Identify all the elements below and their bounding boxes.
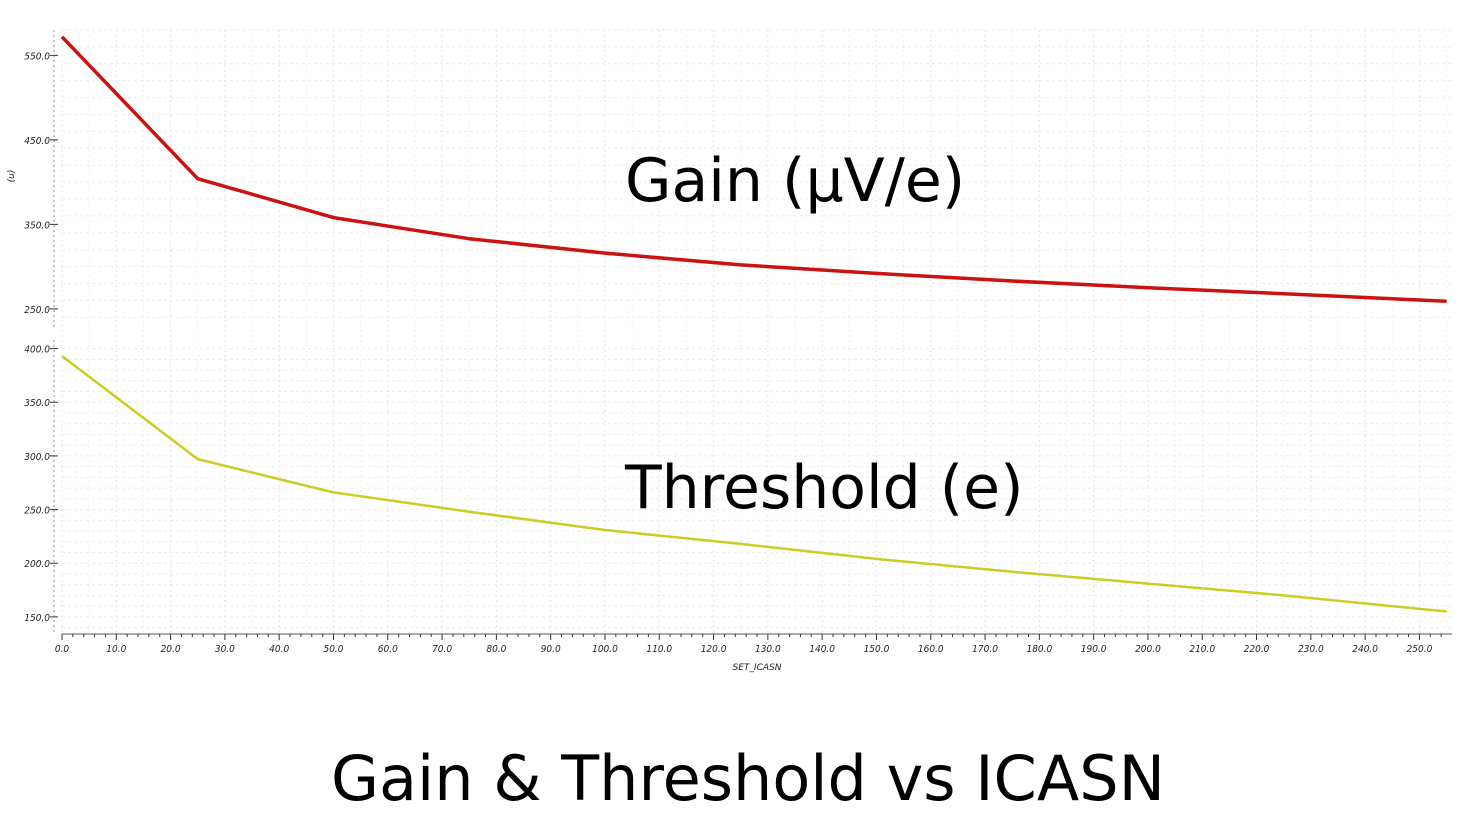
x-axis-title: SET_ICASN xyxy=(733,663,782,673)
x-tick-label: 50.0 xyxy=(323,644,343,655)
y-tick-label: 250.0 xyxy=(24,506,50,517)
x-tick-label: 170.0 xyxy=(972,644,998,655)
x-tick-label: 60.0 xyxy=(378,644,398,655)
x-tick-label: 240.0 xyxy=(1352,644,1378,655)
x-tick-label: 10.0 xyxy=(106,644,126,655)
x-tick-label: 190.0 xyxy=(1081,644,1107,655)
threshold-annotation: Threshold (e) xyxy=(624,453,1024,523)
x-tick-label: 150.0 xyxy=(864,644,890,655)
x-tick-label: 220.0 xyxy=(1244,644,1270,655)
y-tick-label: 150.0 xyxy=(24,613,50,624)
axes xyxy=(50,30,1452,640)
x-tick-label: 90.0 xyxy=(541,644,561,655)
x-tick-label: 160.0 xyxy=(918,644,944,655)
y-tick-label: 350.0 xyxy=(24,398,50,409)
x-tick-label: 110.0 xyxy=(646,644,672,655)
x-tick-label: 120.0 xyxy=(701,644,727,655)
gain-y-axis-title: (u) xyxy=(7,170,17,183)
y-tick-label: 300.0 xyxy=(24,452,50,463)
y-tick-label: 550.0 xyxy=(24,51,50,62)
x-tick-label: 180.0 xyxy=(1026,644,1052,655)
gain-annotation: Gain (µV/e) xyxy=(625,146,965,216)
x-tick-label: 130.0 xyxy=(755,644,781,655)
x-tick-label: 140.0 xyxy=(809,644,835,655)
x-tick-label: 30.0 xyxy=(215,644,235,655)
y-tick-label: 200.0 xyxy=(24,559,50,570)
gain-series-line xyxy=(60,35,1447,304)
x-tick-label: 100.0 xyxy=(592,644,618,655)
x-tick-label: 70.0 xyxy=(432,644,452,655)
y-tick-label: 250.0 xyxy=(24,305,50,316)
x-tick-label: 210.0 xyxy=(1189,644,1215,655)
series xyxy=(60,35,1447,613)
chart-title: Gain & Threshold vs ICASN xyxy=(331,742,1165,814)
x-tick-label: 40.0 xyxy=(269,644,289,655)
y-tick-label: 350.0 xyxy=(24,220,50,231)
x-tick-label: 20.0 xyxy=(161,644,181,655)
x-tick-label: 80.0 xyxy=(486,644,506,655)
y-tick-label: 450.0 xyxy=(24,136,50,147)
x-tick-label: 250.0 xyxy=(1407,644,1433,655)
x-tick-label: 230.0 xyxy=(1298,644,1324,655)
tick-labels: 550.0 450.0 350.0 250.0 400.0 350.0 300.0 250.0… xyxy=(24,51,1432,655)
x-tick-label: 200.0 xyxy=(1135,644,1161,655)
threshold-series-line xyxy=(61,355,1447,613)
grid xyxy=(61,29,1452,633)
x-tick-label: 0.0 xyxy=(55,644,70,655)
y-tick-label: 400.0 xyxy=(24,345,50,356)
